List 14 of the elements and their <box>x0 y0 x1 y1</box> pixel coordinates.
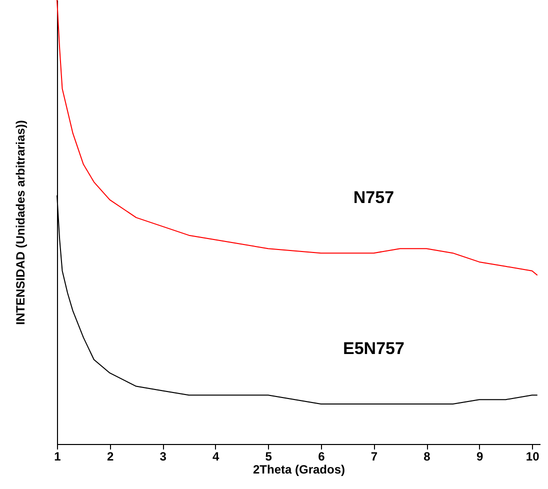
x-tick-label: 10 <box>526 450 540 464</box>
text: E5N757 <box>343 339 404 358</box>
x-tick-label: 4 <box>212 450 220 464</box>
x-axis-title: 2Theta (Grados) <box>252 462 346 476</box>
x-tick-label: 3 <box>160 450 167 464</box>
x-tick-label: 6 <box>318 450 326 464</box>
x-tick-label: 9 <box>476 450 484 464</box>
text: N757 <box>353 188 394 208</box>
x-tick-label: 5 <box>265 450 272 464</box>
y-axis-title: INTENSIDAD (Unidades arbitrarias)) <box>14 120 28 325</box>
x-tick-label: 8 <box>424 450 431 464</box>
x-tick-label: 7 <box>370 450 378 464</box>
x-tick-label: 1 <box>54 450 62 464</box>
x-tick-label: 2 <box>106 450 114 464</box>
